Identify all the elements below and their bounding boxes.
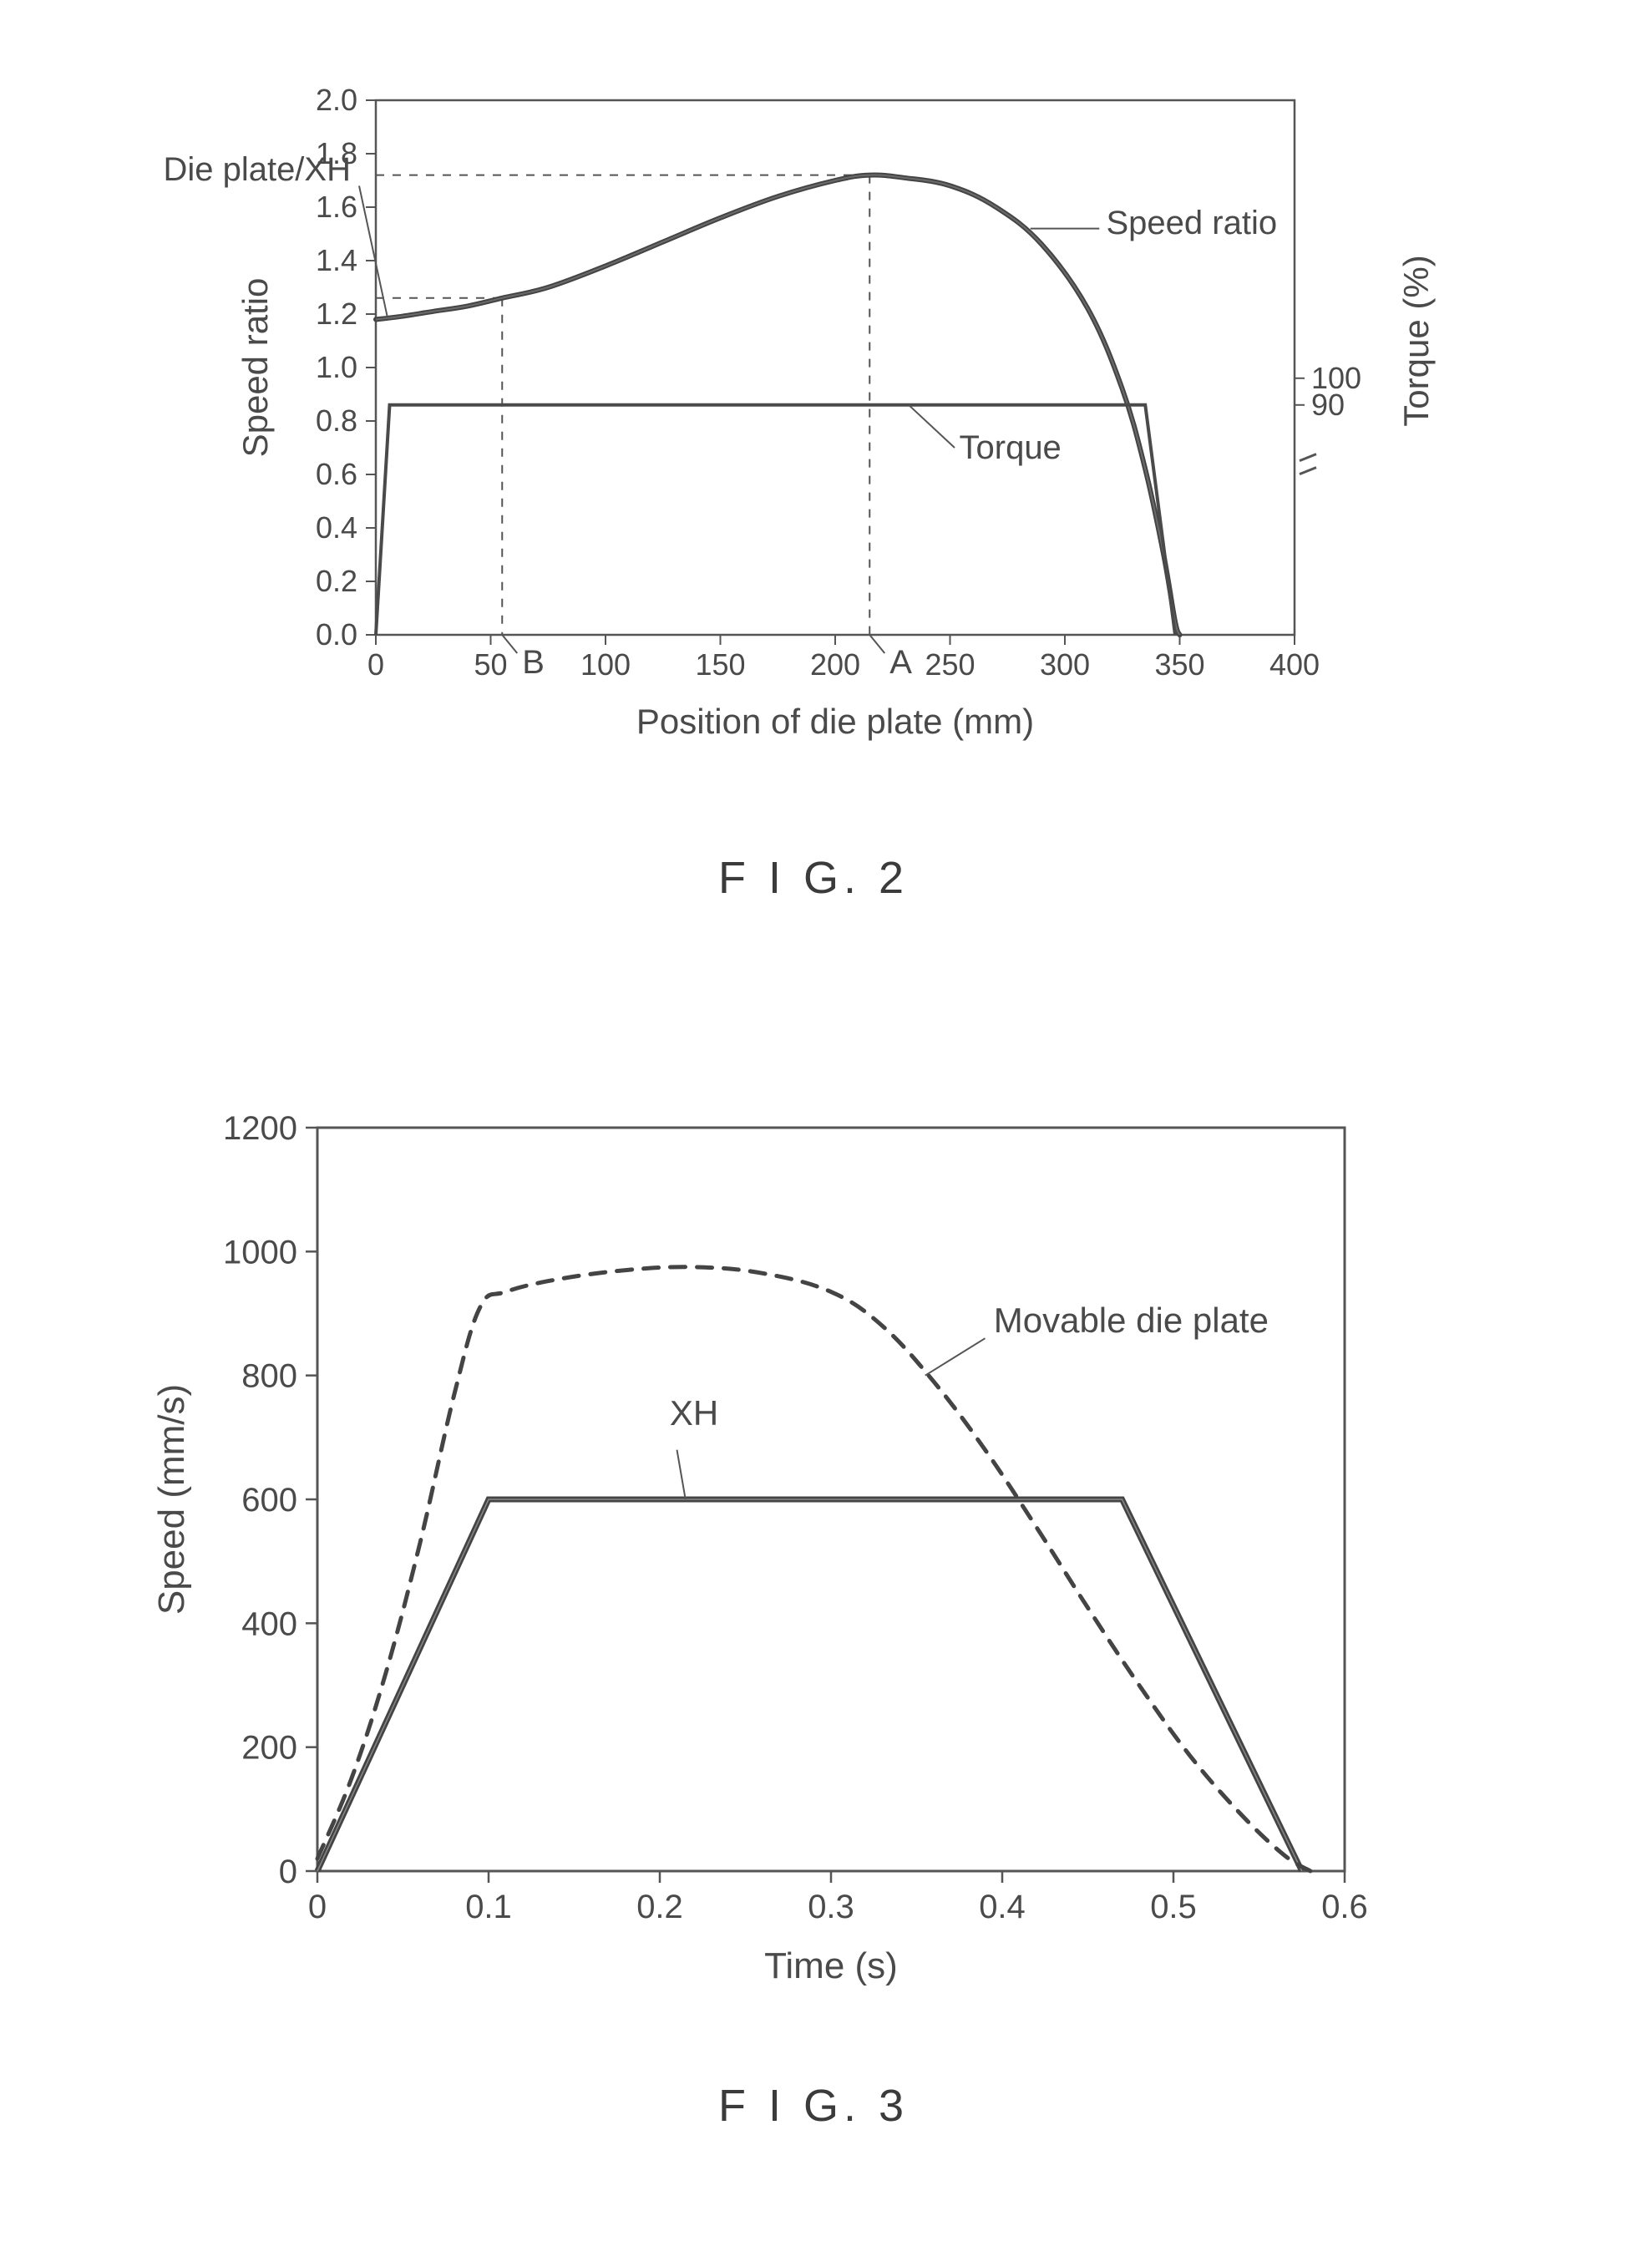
page: 0501001502002503003504000.00.20.40.60.81… xyxy=(0,0,1652,2263)
svg-text:1000: 1000 xyxy=(223,1234,297,1270)
svg-text:400: 400 xyxy=(241,1605,297,1642)
svg-text:Movable die plate: Movable die plate xyxy=(994,1301,1269,1340)
svg-text:0: 0 xyxy=(279,1854,297,1890)
svg-text:0.1: 0.1 xyxy=(465,1889,512,1925)
svg-text:0.3: 0.3 xyxy=(808,1889,854,1925)
svg-text:1200: 1200 xyxy=(223,1110,297,1147)
svg-text:600: 600 xyxy=(241,1482,297,1519)
svg-text:0.6: 0.6 xyxy=(1321,1889,1368,1925)
svg-text:200: 200 xyxy=(241,1730,297,1767)
svg-text:XH: XH xyxy=(670,1393,718,1433)
svg-text:0: 0 xyxy=(308,1889,327,1925)
svg-text:Time (s): Time (s) xyxy=(764,1945,898,1986)
svg-text:Speed (mm/s): Speed (mm/s) xyxy=(151,1384,192,1615)
svg-text:800: 800 xyxy=(241,1358,297,1395)
figure-3: 0 0.1 0.2 0.3 0.4 0.5 0.6 0 200 400 600 800 1000 1200… xyxy=(0,0,1652,2267)
caption-fig3: F I G. 3 xyxy=(718,2080,909,2132)
svg-text:0.2: 0.2 xyxy=(636,1889,683,1925)
svg-text:0.5: 0.5 xyxy=(1150,1889,1197,1925)
svg-text:0.4: 0.4 xyxy=(979,1889,1026,1925)
chart-fig3: 0 0.1 0.2 0.3 0.4 0.5 0.6 0 200 400 600 800 1000 1200… xyxy=(0,0,1652,2263)
